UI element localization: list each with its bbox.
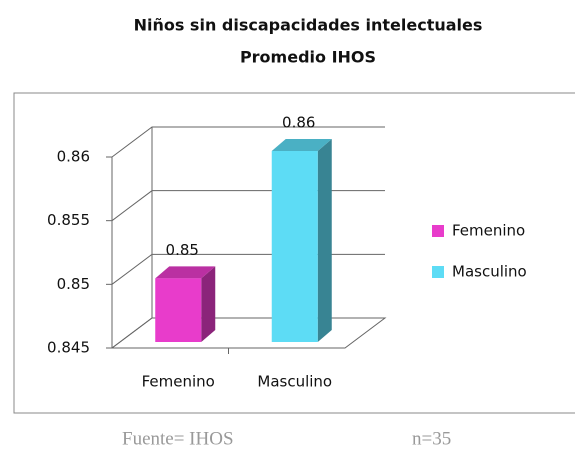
bar-top xyxy=(271,139,332,151)
y-tick-label: 0.86 xyxy=(57,148,90,166)
y-tick-label: 0.85 xyxy=(57,275,90,293)
x-tick-label: Femenino xyxy=(142,373,215,391)
grid-line xyxy=(111,253,385,285)
bar xyxy=(155,278,202,342)
bar xyxy=(271,151,318,342)
y-tick-label: 0.845 xyxy=(47,339,90,357)
grid-line xyxy=(111,126,385,158)
legend-swatch xyxy=(432,225,444,237)
grid-line xyxy=(111,190,385,222)
grid-line xyxy=(111,317,385,349)
legend-swatch xyxy=(432,266,444,278)
legend-label: Masculino xyxy=(452,263,527,281)
y-tick-label: 0.855 xyxy=(47,211,90,229)
chart-frame xyxy=(13,92,575,414)
sample-note: n=35 xyxy=(412,428,451,449)
source-note: Fuente= IHOS xyxy=(122,428,234,449)
bar-top xyxy=(155,266,216,279)
chart-subtitle: Promedio IHOS xyxy=(240,48,376,67)
chart-title: Niños sin discapacidades intelectuales xyxy=(134,16,483,35)
bar-side xyxy=(317,139,332,342)
x-tick-label: Masculino xyxy=(257,373,332,391)
floor xyxy=(110,317,387,349)
legend-label: Femenino xyxy=(452,222,525,240)
bar-side xyxy=(201,266,216,342)
data-label: 0.86 xyxy=(282,114,315,132)
data-label: 0.85 xyxy=(166,241,199,259)
